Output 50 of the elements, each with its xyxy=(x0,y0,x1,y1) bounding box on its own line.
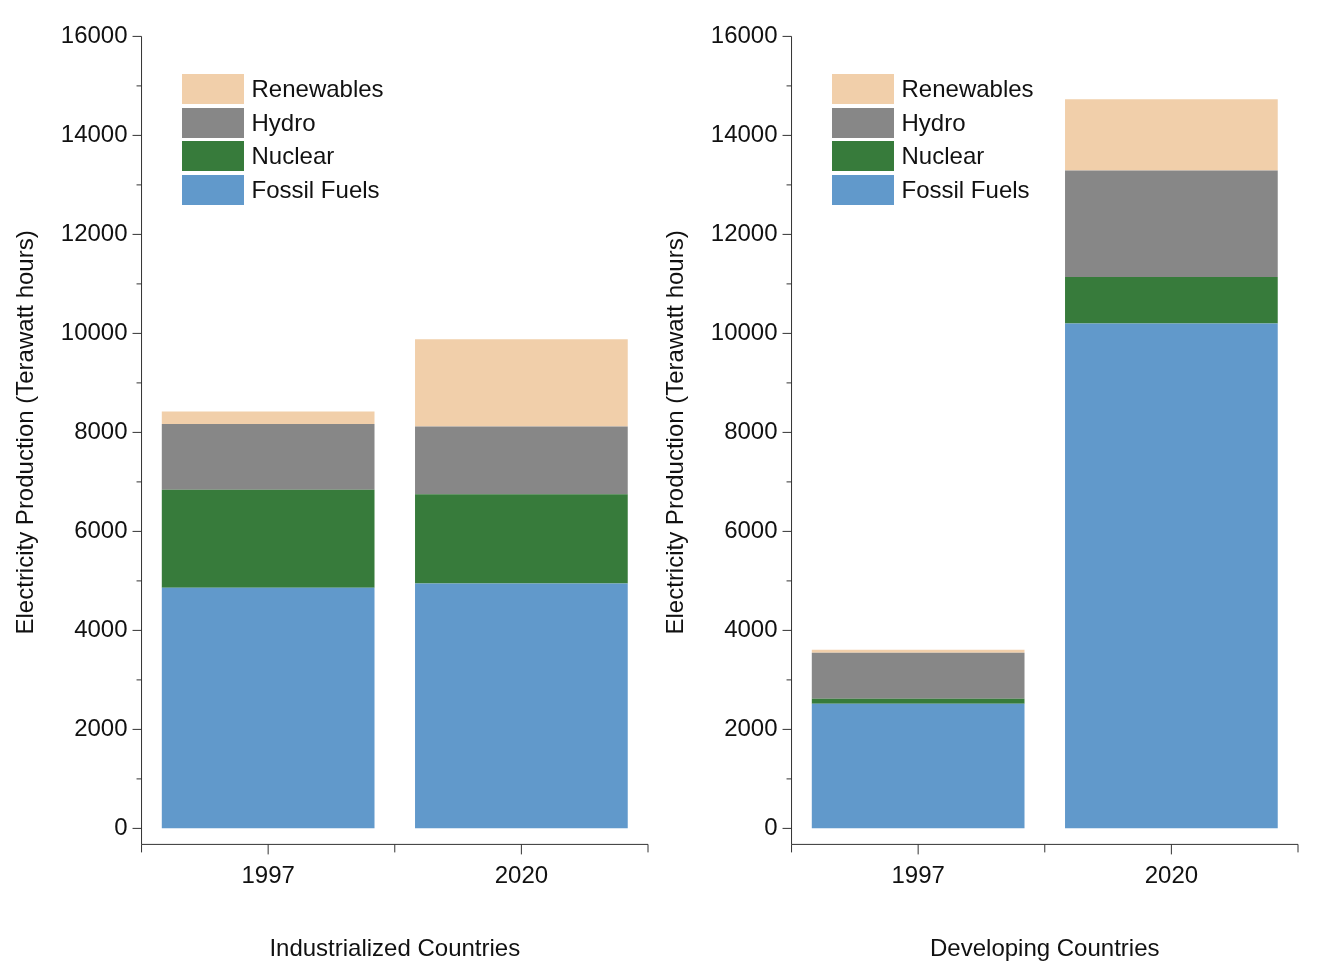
y-tick-label: 2000 xyxy=(724,714,778,742)
legend-label: Nuclear xyxy=(251,141,335,172)
bar xyxy=(811,698,1025,704)
bar xyxy=(811,649,1025,653)
y-tick-label: 10000 xyxy=(710,318,778,346)
y-tick-label: 16000 xyxy=(710,21,778,49)
y-tick-label: 12000 xyxy=(60,219,128,247)
y-tick-label: 16000 xyxy=(60,21,128,49)
legend-label: Fossil Fuels xyxy=(251,174,380,205)
y-tick-label: 6000 xyxy=(74,516,128,544)
bar xyxy=(811,703,1025,829)
bar xyxy=(161,423,375,490)
x-axis-title: Industrialized Countries xyxy=(269,934,521,962)
x-tick-label: 2020 xyxy=(494,861,549,889)
bar xyxy=(415,583,628,829)
bar xyxy=(1065,170,1278,277)
bar xyxy=(811,652,1025,699)
legend-label: Nuclear xyxy=(901,141,985,172)
bar xyxy=(161,587,375,829)
x-tick-label: 1997 xyxy=(241,861,295,889)
legend-label: Renewables xyxy=(251,74,384,105)
x-tick-label: 2020 xyxy=(1144,861,1199,889)
y-tick-label: 6000 xyxy=(724,516,778,544)
y-axis-title: Electricity Production (Terawatt hours) xyxy=(661,230,689,635)
bar xyxy=(161,411,375,424)
bar xyxy=(161,489,375,588)
y-tick-label: 14000 xyxy=(60,120,128,148)
y-tick-label: 8000 xyxy=(74,417,128,445)
legend-label: Hydro xyxy=(251,107,316,138)
y-tick-label: 4000 xyxy=(74,615,128,643)
x-axis-title: Developing Countries xyxy=(930,934,1160,962)
y-tick-label: 12000 xyxy=(710,219,778,247)
legend-label: Fossil Fuels xyxy=(901,174,1030,205)
bar xyxy=(415,426,628,495)
bar xyxy=(1065,99,1278,171)
bar xyxy=(415,339,628,427)
x-tick-label: 1997 xyxy=(891,861,945,889)
bar xyxy=(415,494,628,584)
y-tick-label: 10000 xyxy=(60,318,128,346)
legend-label: Renewables xyxy=(901,74,1034,105)
y-tick-label: 2000 xyxy=(74,714,128,742)
y-tick-label: 4000 xyxy=(724,615,778,643)
y-tick-label: 0 xyxy=(764,813,778,841)
y-axis-title: Electricity Production (Terawatt hours) xyxy=(11,230,39,635)
y-tick-label: 0 xyxy=(114,813,128,841)
y-tick-label: 14000 xyxy=(710,120,778,148)
bar xyxy=(1065,276,1278,324)
y-tick-label: 8000 xyxy=(724,417,778,445)
bar xyxy=(1065,323,1278,829)
legend-label: Hydro xyxy=(901,107,966,138)
